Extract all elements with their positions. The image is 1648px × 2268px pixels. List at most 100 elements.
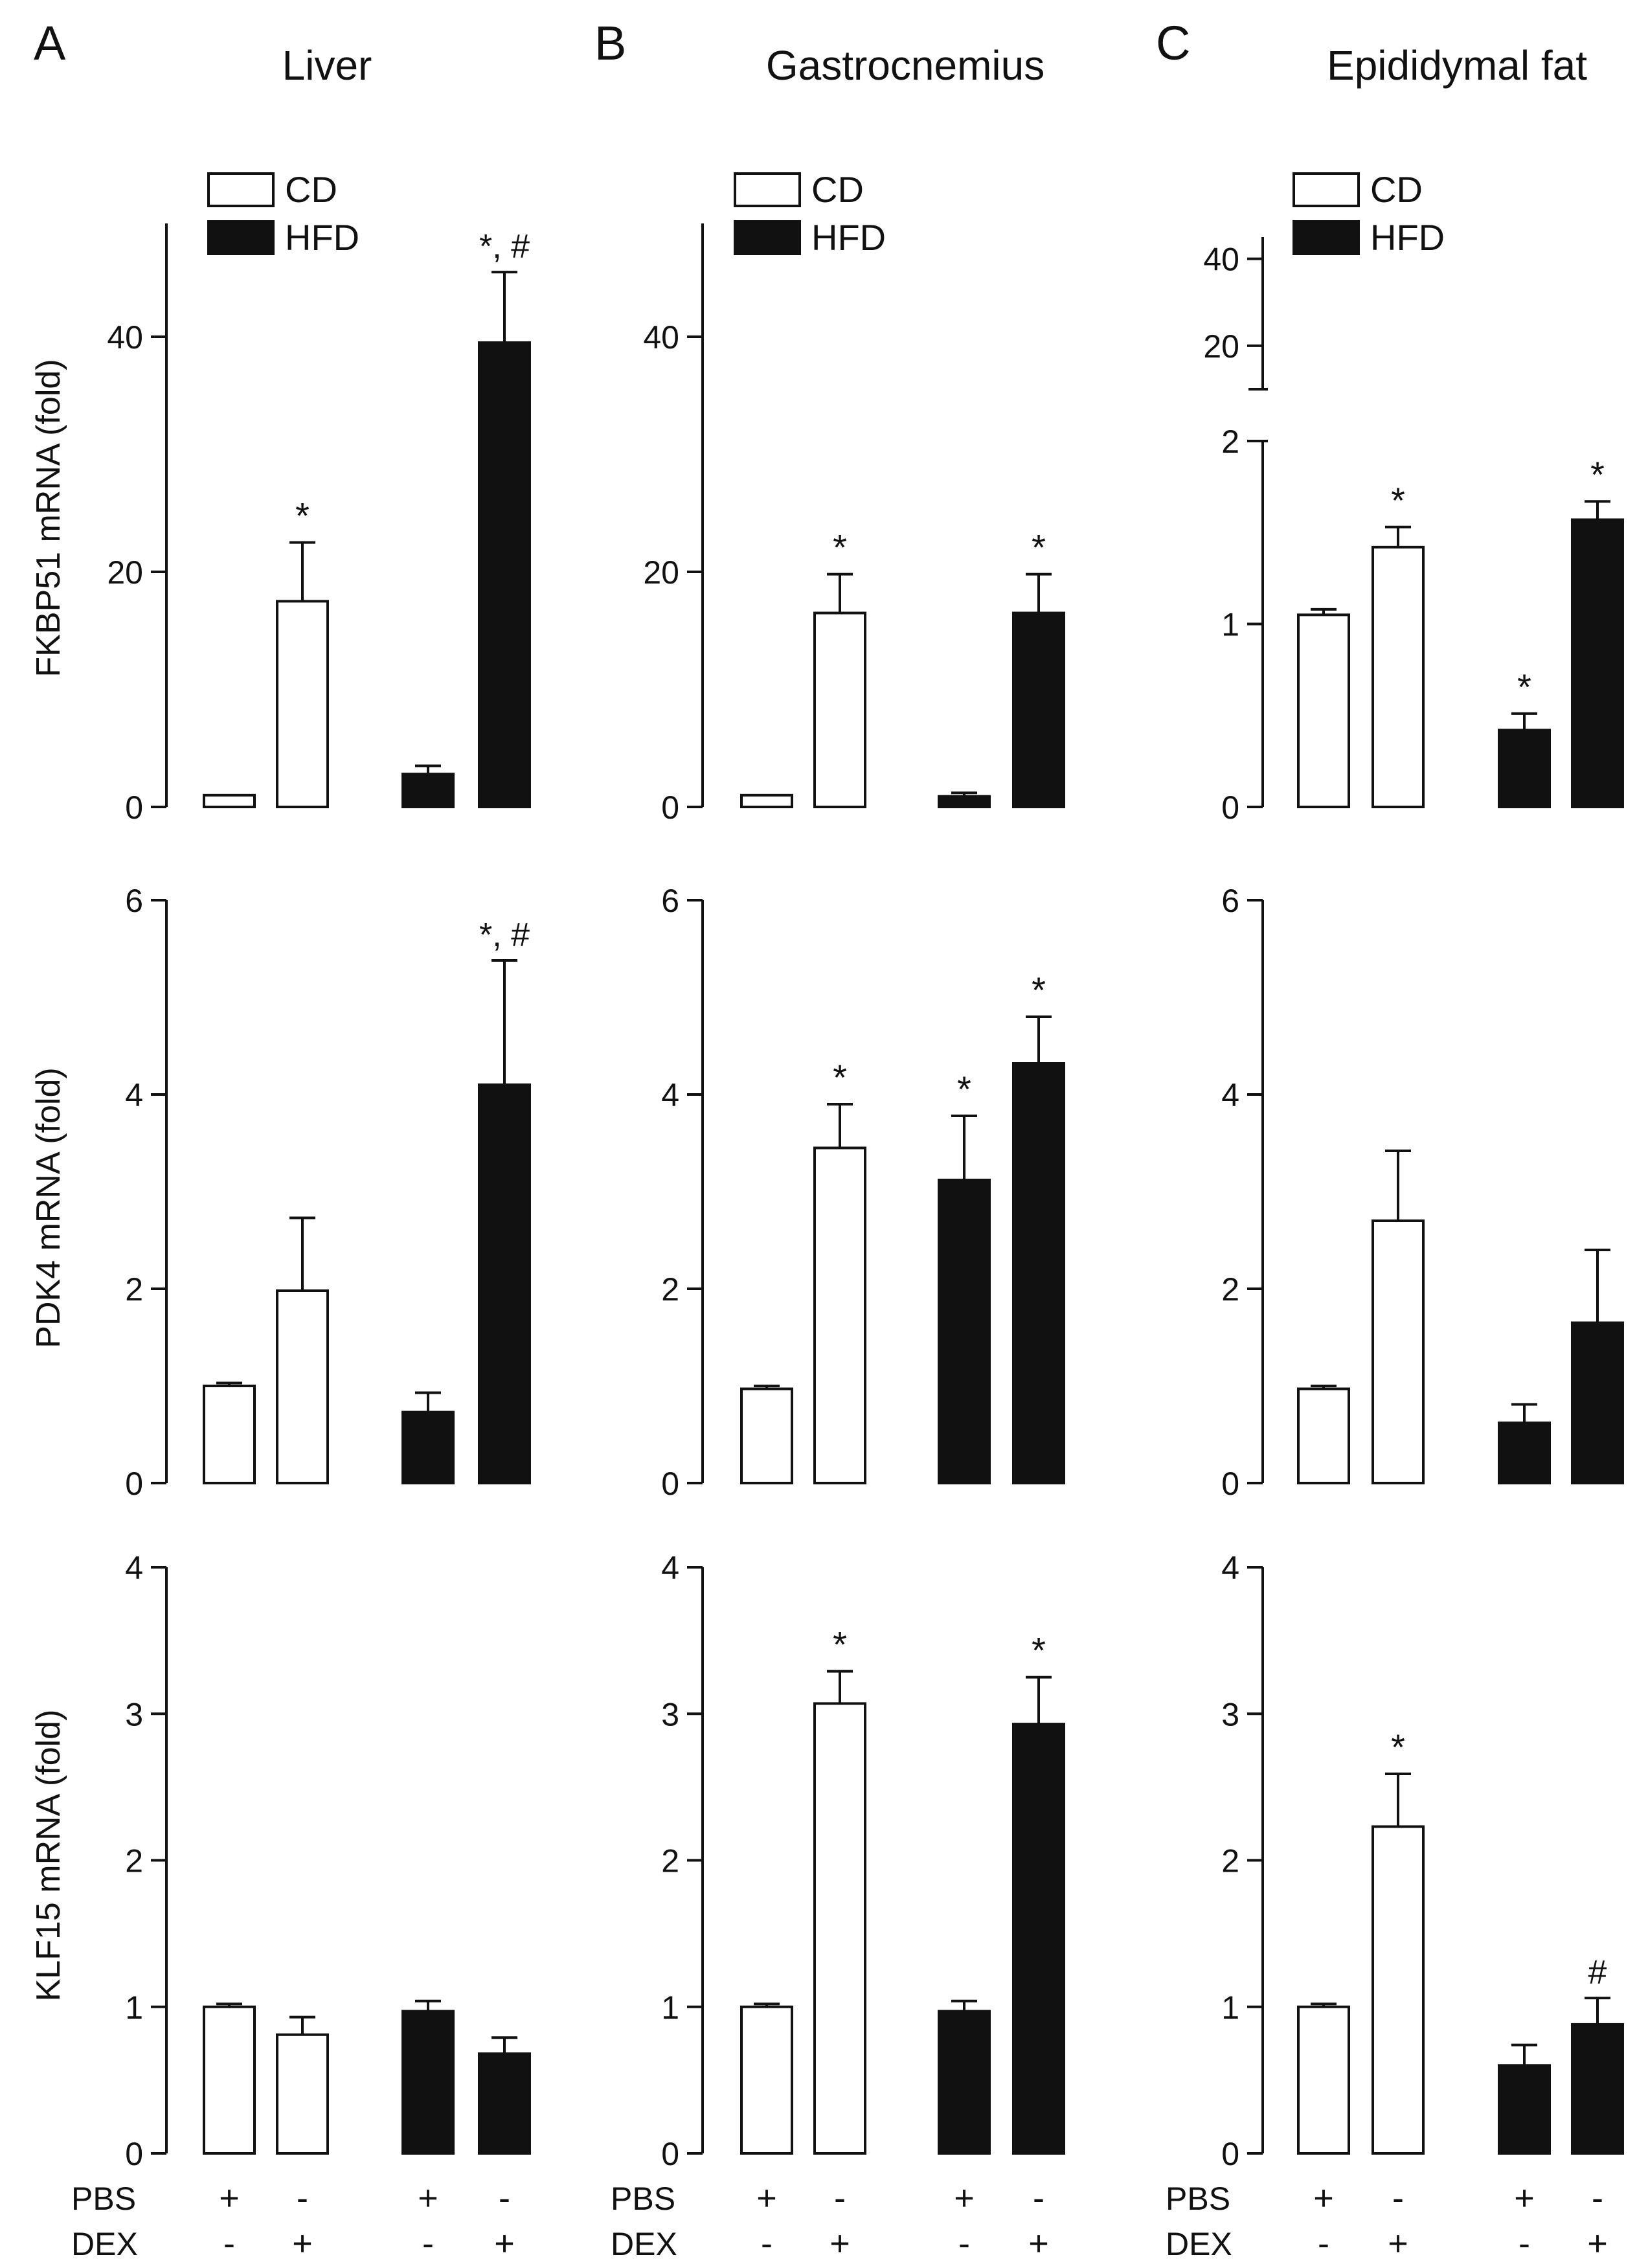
significance-label: *, # — [479, 916, 530, 954]
y-tick-label: 40 — [643, 319, 679, 356]
y-tick-label: 1 — [1221, 1990, 1239, 2026]
y-tick-label: 4 — [1221, 1550, 1239, 1586]
ylabel-pdk4: PDK4 mRNA (fold) — [30, 1067, 67, 1348]
y-axis: 0 2 4 6 — [1221, 883, 1264, 1502]
treatment-sign: - — [422, 2224, 434, 2263]
y-tick-label: 0 — [661, 789, 679, 826]
y-tick-label: 2 — [1221, 424, 1239, 460]
bar-cd-dex — [276, 600, 329, 808]
bar-cd-pbs — [740, 793, 793, 808]
significance-label: * — [1032, 527, 1046, 568]
title-epididymal-fat: Epididymal fat — [1327, 42, 1587, 89]
treatment-sign: - — [958, 2224, 970, 2263]
treatment-label-dex: DEX — [1166, 2226, 1232, 2262]
bar-hfd-dex — [478, 1083, 531, 1484]
y-tick-label: 4 — [1221, 1077, 1239, 1113]
y-tick-label: 3 — [661, 1696, 679, 1732]
bar-hfd-pbs — [401, 2010, 455, 2155]
y-tick-label: 0 — [1221, 2136, 1239, 2172]
y-tick-label: 4 — [661, 1550, 679, 1586]
legend-label-hfd: HFD — [1370, 217, 1445, 258]
bar-cd-pbs — [203, 2005, 256, 2155]
bar-hfd-pbs — [938, 1179, 991, 1484]
y-tick-label: 1 — [661, 1990, 679, 2026]
ylabel-klf15: KLF15 mRNA (fold) — [30, 1710, 67, 2002]
bar-cd-pbs — [1297, 2005, 1350, 2155]
y-tick-label: 0 — [125, 789, 143, 826]
y-tick-label: 1 — [1221, 607, 1239, 643]
treatment-sign: + — [219, 2179, 240, 2217]
panel-letter-a: A — [34, 16, 66, 70]
treatment-sign: - — [1033, 2179, 1044, 2217]
significance-label: * — [295, 495, 310, 536]
significance-label: # — [1588, 1954, 1607, 1991]
significance-label: * — [1517, 666, 1531, 707]
y-tick-label: 0 — [661, 2136, 679, 2172]
treatment-sign: + — [1514, 2179, 1535, 2217]
treatment-sign: + — [1028, 2224, 1049, 2263]
treatment-sign: + — [756, 2179, 777, 2217]
y-axis: 0 2 4 6 — [661, 883, 704, 1502]
bar-hfd-pbs — [1498, 729, 1551, 808]
bar-hfd-dex — [1571, 518, 1624, 808]
treatment-sign: + — [1388, 2224, 1408, 2263]
y-tick-label: 2 — [125, 1271, 143, 1308]
treatment-sign: + — [418, 2179, 438, 2217]
y-tick-label: 4 — [125, 1077, 143, 1113]
legend-swatch-hfd — [734, 220, 801, 255]
chart-epididymal-fat-fkbp51: 0 1 2 20 40 * * * — [1203, 237, 1624, 826]
bar-hfd-dex — [1012, 611, 1065, 809]
y-axis: 0 20 40 — [107, 223, 168, 826]
treatment-label-pbs: PBS — [611, 2181, 675, 2217]
chart-liver-fkbp51: 0 20 40 * *, # — [107, 223, 531, 826]
treatment-sign: + — [1587, 2224, 1608, 2263]
y-tick-label: 4 — [661, 1077, 679, 1113]
treatment-sign: - — [297, 2179, 308, 2217]
treatment-sign: - — [1318, 2224, 1329, 2263]
treatment-sign: + — [494, 2224, 515, 2263]
chart-gastrocnemius-klf15: 0 1 2 3 4 * * — [661, 1550, 1065, 2172]
y-axis: 0 2 4 6 — [125, 883, 168, 1502]
y-tick-label: 1 — [125, 1990, 143, 2026]
y-axis: 0 1 2 3 4 — [661, 1550, 704, 2172]
treatment-label-pbs: PBS — [71, 2181, 136, 2217]
treatment-sign: - — [1392, 2179, 1404, 2217]
treatment-sign: - — [761, 2224, 773, 2263]
bar-cd-dex — [1371, 545, 1425, 808]
y-tick-label: 2 — [661, 1271, 679, 1308]
bar-hfd-pbs — [938, 2010, 991, 2155]
bar-cd-dex — [1371, 1825, 1425, 2155]
legend-label-hfd: HFD — [285, 217, 359, 258]
legend-swatch-cd — [734, 172, 801, 207]
bar-hfd-dex — [478, 341, 531, 808]
significance-label: * — [833, 527, 847, 568]
y-axis: 0 20 40 — [643, 223, 704, 826]
y-tick-label: 0 — [125, 1466, 143, 1502]
chart-liver-pdk4: 0 2 4 6 *, # — [125, 883, 531, 1502]
y-tick-label: 0 — [661, 1466, 679, 1502]
legend-label-hfd: HFD — [811, 217, 886, 258]
y-tick-label: 2 — [1221, 1271, 1239, 1308]
bar-cd-dex — [813, 1702, 866, 2155]
significance-label: *, # — [479, 228, 530, 266]
significance-label: * — [833, 1624, 847, 1665]
ylabel-fkbp51: FKBP51 mRNA (fold) — [30, 359, 67, 677]
y-tick-label: 20 — [643, 554, 679, 591]
bar-hfd-dex — [1012, 1723, 1065, 2155]
bar-hfd-pbs — [401, 1411, 455, 1484]
bar-hfd-pbs — [938, 795, 991, 809]
treatment-sign: - — [1592, 2179, 1603, 2217]
significance-label: * — [833, 1057, 847, 1098]
significance-label: * — [957, 1069, 971, 1109]
bar-hfd-pbs — [401, 773, 455, 809]
legend-swatch-hfd — [207, 220, 275, 255]
bar-cd-pbs — [1297, 1387, 1350, 1484]
treatment-label-dex: DEX — [71, 2226, 138, 2262]
significance-label: * — [1590, 454, 1605, 495]
y-tick-label: 0 — [1221, 1466, 1239, 1502]
treatment-sign: - — [223, 2224, 235, 2263]
panel-letter-b: B — [594, 16, 626, 70]
chart-epididymal-fat-klf15: 0 1 2 3 4 * # — [1221, 1550, 1624, 2172]
